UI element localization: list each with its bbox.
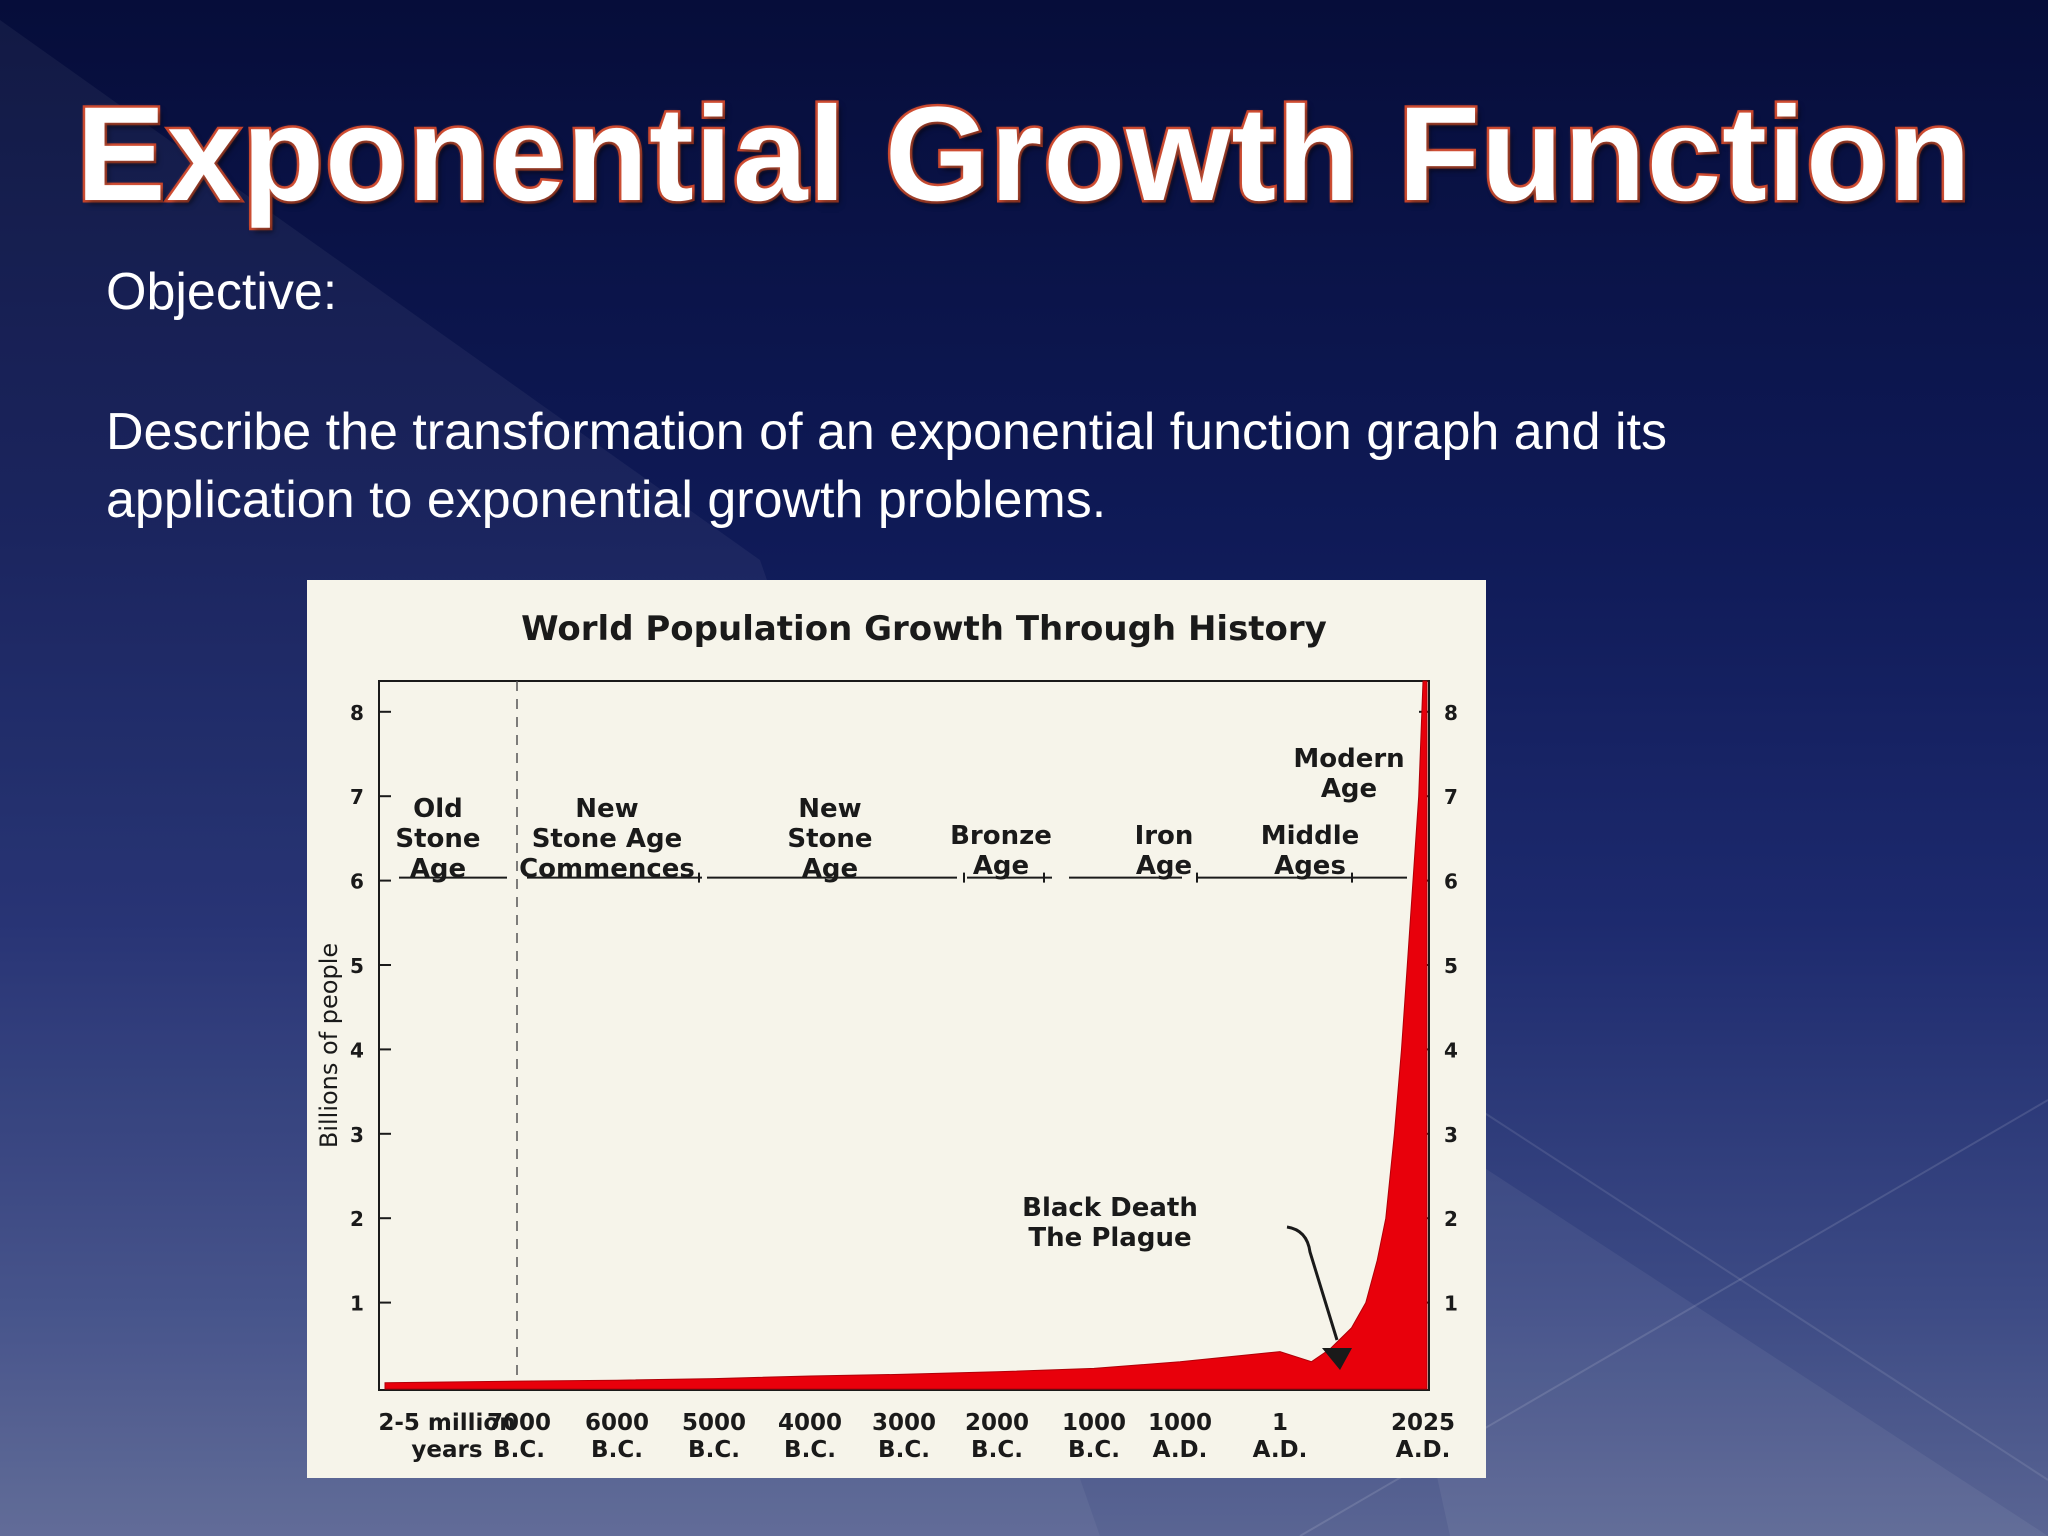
x-tick-label: B.C. xyxy=(493,1437,545,1463)
era-label: Age xyxy=(410,854,466,884)
x-tick-label: 2-5 million xyxy=(378,1410,515,1436)
chart-svg: World Population Growth Through History 1… xyxy=(315,609,1458,1463)
slide-title: Exponential Growth Function xyxy=(74,78,1973,232)
population-area xyxy=(384,680,1428,1390)
y-tick-label-right: 5 xyxy=(1444,954,1458,978)
y-tick-label: 5 xyxy=(350,954,364,978)
population-chart: World Population Growth Through History 1… xyxy=(307,580,1486,1478)
x-tick-label: 6000 xyxy=(585,1410,649,1436)
era-label: Stone Age xyxy=(532,824,683,854)
x-tick-label: B.C. xyxy=(878,1437,930,1463)
x-tick-label: B.C. xyxy=(591,1437,643,1463)
era-label: Modern xyxy=(1293,744,1404,774)
x-tick-label: B.C. xyxy=(688,1437,740,1463)
y-tick-label: 3 xyxy=(350,1123,364,1147)
era-label: Iron xyxy=(1135,821,1194,851)
chart-title: World Population Growth Through History xyxy=(521,609,1327,649)
era-label: Bronze xyxy=(950,821,1052,851)
y-tick-label-right: 1 xyxy=(1444,1292,1458,1316)
era-label: Ages xyxy=(1274,851,1346,881)
y-tick-label: 6 xyxy=(350,870,364,894)
era-label: Stone xyxy=(787,824,872,854)
x-tick-label: 1000 xyxy=(1148,1410,1212,1436)
x-tick-label: 4000 xyxy=(778,1410,842,1436)
era-label: Age xyxy=(1136,851,1192,881)
y-tick-label-right: 2 xyxy=(1444,1207,1458,1231)
x-tick-label: B.C. xyxy=(971,1437,1023,1463)
x-tick-label: 1 xyxy=(1272,1410,1288,1436)
y-tick-label: 7 xyxy=(350,785,364,809)
y-tick-label-right: 4 xyxy=(1444,1038,1458,1062)
annotation-arrow-line xyxy=(1286,1225,1339,1341)
objective-text: Describe the transformation of an expone… xyxy=(106,403,1667,529)
y-tick-label-right: 3 xyxy=(1444,1123,1458,1147)
x-tick-label: 2025 xyxy=(1391,1410,1455,1436)
era-label: Age xyxy=(1321,774,1377,804)
x-tick-label: A.D. xyxy=(1153,1437,1208,1463)
x-tick-label: 2000 xyxy=(965,1410,1029,1436)
annotation-label: The Plague xyxy=(1028,1223,1191,1253)
y-tick-label: 2 xyxy=(350,1207,364,1231)
x-tick-label: A.D. xyxy=(1253,1437,1308,1463)
annotation-label: Black Death xyxy=(1022,1193,1198,1223)
y-tick-label-right: 6 xyxy=(1444,870,1458,894)
annotation-arrowhead xyxy=(1322,1348,1352,1370)
x-tick-label: A.D. xyxy=(1396,1437,1451,1463)
era-label: New xyxy=(575,794,638,824)
x-tick-label: B.C. xyxy=(784,1437,836,1463)
era-label: Middle xyxy=(1261,821,1360,851)
era-label: Stone xyxy=(395,824,480,854)
x-tick-label: 1000 xyxy=(1062,1410,1126,1436)
y-tick-label-right: 8 xyxy=(1444,701,1458,725)
x-tick-label: 7000 xyxy=(487,1410,551,1436)
plot-frame xyxy=(378,680,1430,1391)
y-tick-label-right: 7 xyxy=(1444,785,1458,809)
era-label: Age xyxy=(802,854,858,884)
y-tick-label: 8 xyxy=(350,701,364,725)
y-axis-label: Billions of people xyxy=(315,943,343,1148)
x-tick-label: 3000 xyxy=(872,1410,936,1436)
era-label: New xyxy=(798,794,861,824)
era-label: Commences xyxy=(519,854,695,884)
x-tick-label: B.C. xyxy=(1068,1437,1120,1463)
objective-label: Objective: xyxy=(106,263,338,321)
era-label: Age xyxy=(973,851,1029,881)
era-label: Old xyxy=(413,794,463,824)
x-tick-label: years xyxy=(411,1437,482,1463)
x-tick-label: 5000 xyxy=(682,1410,746,1436)
y-tick-label: 4 xyxy=(350,1038,364,1062)
y-tick-label: 1 xyxy=(350,1292,364,1316)
